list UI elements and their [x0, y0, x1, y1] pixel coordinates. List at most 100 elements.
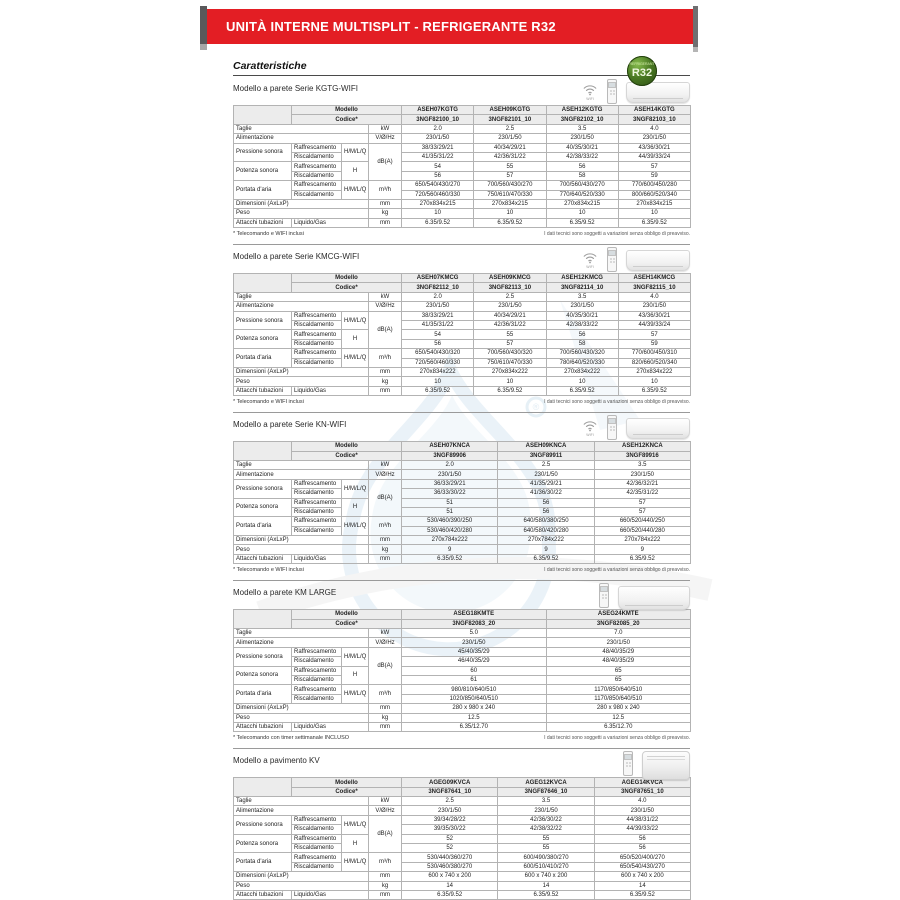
pressione-riscaldamento-value: 48/40/35/29	[545, 656, 692, 667]
pressione-riscaldamento-value: 42/38/33/22	[545, 151, 619, 163]
portata-riscaldamento-value: 750/610/470/330	[473, 189, 547, 200]
portata-raffrescamento-value: 600/490/380/270	[497, 852, 595, 863]
row-label-portata-aria: Portata d'aria	[233, 180, 292, 200]
sublabel-raffrescamento: Raffrescamento	[291, 646, 342, 658]
qualifier-h: H	[341, 665, 369, 686]
remote-button-dot	[609, 258, 612, 261]
alimentazione-value: 230/1/50	[617, 133, 692, 144]
sublabel-raffrescamento: Raffrescamento	[291, 310, 342, 322]
portata-raffrescamento-value: 700/560/430/320	[473, 348, 547, 359]
potenza-riscaldamento-value: 56	[401, 170, 475, 182]
pressione-raffrescamento-value: 43/36/30/21	[617, 142, 692, 153]
codice-header-label: Codice*	[290, 786, 403, 798]
qualifier-hmlq: H/M/L/Q	[341, 516, 369, 537]
attacchi-value: 6.35/9.52	[401, 385, 475, 397]
portata-riscaldamento-value: 720/560/460/330	[401, 357, 475, 369]
potenza-raffrescamento-value: 52	[401, 833, 499, 845]
sublabel-liquido-gas: Liquido/Gas	[291, 217, 369, 229]
row-label-potenza-sonora: Potenza sonora	[233, 833, 292, 854]
remote-button-dot	[612, 429, 615, 432]
header-blank-cell	[233, 441, 292, 461]
row-label-attacchi: Attacchi tubazioni	[233, 385, 292, 397]
remote-button-dot	[612, 93, 615, 95]
model-name: AGEG09KVCA	[401, 777, 499, 788]
model-name: ASEH14KMCG	[617, 273, 692, 284]
row-label-taglie: Taglie	[233, 627, 369, 639]
dimensioni-value: 600 x 740 x 200	[497, 871, 595, 882]
attacchi-value: 6.35/9.52	[401, 553, 499, 565]
model-code: 3NGF87646_10	[497, 786, 595, 798]
potenza-riscaldamento-value: 55	[497, 843, 595, 854]
attacchi-value: 6.35/9.52	[401, 889, 499, 900]
attacchi-value: 6.35/9.52	[545, 385, 619, 397]
footnote-left: * Telecomando con timer settimanale INCL…	[233, 735, 350, 742]
portata-riscaldamento-value: 530/460/420/280	[401, 525, 499, 537]
alimentazione-value: 230/1/50	[545, 133, 619, 144]
potenza-riscaldamento-value: 57	[473, 338, 547, 350]
portata-riscaldamento-value: 650/540/430/270	[593, 861, 692, 873]
row-label-potenza-sonora: Potenza sonora	[233, 161, 292, 182]
potenza-riscaldamento-value: 56	[593, 843, 692, 854]
potenza-riscaldamento-value: 51	[401, 506, 499, 518]
unit-v-hz: V/Ø/Hz	[367, 805, 403, 816]
pressione-riscaldamento-value: 42/36/31/22	[473, 151, 547, 163]
model-code: 3NGF89906	[401, 450, 499, 461]
unit-kw: kW	[367, 123, 403, 135]
potenza-raffrescamento-value: 56	[545, 161, 619, 172]
remote-control-image	[607, 247, 617, 273]
unit-mm: mm	[367, 703, 403, 714]
dimensioni-value: 270x784x222	[401, 535, 499, 546]
qualifier-hmlq: H/M/L/Q	[341, 852, 369, 873]
wall-unit-image	[618, 586, 690, 611]
pressione-riscaldamento-value: 44/39/33/24	[617, 151, 692, 163]
remote-display	[608, 418, 616, 425]
peso-value: 10	[473, 376, 547, 387]
peso-value: 14	[497, 880, 595, 892]
sections-container: Modello a parete Serie KGTG-WIFI WIFI Mode…	[233, 77, 692, 900]
remote-display	[608, 82, 616, 88]
row-label-alimentazione: Alimentazione	[233, 805, 369, 816]
row-label-peso: Peso	[233, 208, 369, 219]
sublabel-riscaldamento: Riscaldamento	[291, 506, 342, 518]
product-section-kn-wifi: Modello a parete Serie KN-WIFI WIFI Modell…	[233, 412, 692, 573]
sublabel-liquido-gas: Liquido/Gas	[291, 385, 369, 397]
unit-kg: kg	[367, 880, 403, 892]
pressione-riscaldamento-value: 41/36/30/22	[497, 488, 595, 499]
row-label-dimensioni: Dimensioni (AxLxP)	[233, 366, 369, 378]
pressione-raffrescamento-value: 48/40/35/29	[545, 646, 692, 658]
peso-value: 10	[401, 376, 475, 387]
qualifier-h: H	[341, 497, 369, 518]
potenza-raffrescamento-value: 55	[473, 329, 547, 340]
remote-button-dot	[609, 93, 612, 95]
taglie-value: 2.5	[497, 459, 595, 471]
portata-raffrescamento-value: 770/600/450/280	[617, 180, 692, 191]
sublabel-raffrescamento: Raffrescamento	[291, 329, 342, 340]
alimentazione-value: 230/1/50	[593, 469, 692, 480]
remote-button-dot	[625, 762, 628, 765]
pressione-raffrescamento-value: 41/35/29/21	[497, 478, 595, 490]
pressione-riscaldamento-value: 42/35/31/22	[593, 488, 692, 499]
sublabel-raffrescamento: Raffrescamento	[291, 516, 342, 527]
remote-button-dot	[604, 597, 607, 600]
pressione-riscaldamento-value: 39/35/30/22	[401, 824, 499, 835]
pressione-riscaldamento-value: 41/35/31/22	[401, 320, 475, 331]
model-name: ASEG18KMTE	[401, 609, 547, 620]
section-head-kgtg-wifi: Modello a parete Serie KGTG-WIFI WIFI	[233, 77, 690, 105]
row-label-portata-aria: Portata d'aria	[233, 516, 292, 537]
attacchi-value: 6.35/9.52	[473, 217, 547, 229]
sublabel-raffrescamento: Raffrescamento	[291, 180, 342, 191]
row-label-attacchi: Attacchi tubazioni	[233, 889, 292, 900]
sublabel-riscaldamento: Riscaldamento	[291, 151, 342, 163]
footnote-row: * Telecomando con timer settimanale INCL…	[233, 735, 690, 741]
remote-control-image	[599, 583, 609, 609]
unit-dba: dB(A)	[367, 646, 403, 686]
unit-m3h: m³/h	[367, 684, 403, 705]
dimensioni-value: 270x834x215	[401, 198, 475, 210]
product-section-kmcg-wifi: Modello a parete Serie KMCG-WIFI WIFI Mode…	[233, 244, 692, 405]
product-section-kgtg-wifi: Modello a parete Serie KGTG-WIFI WIFI Mode…	[233, 77, 692, 237]
unit-mm: mm	[367, 721, 403, 733]
row-label-peso: Peso	[233, 376, 369, 387]
peso-value: 9	[497, 544, 595, 555]
portata-raffrescamento-value: 660/520/440/250	[593, 516, 692, 527]
row-label-dimensioni: Dimensioni (AxLxP)	[233, 871, 369, 882]
